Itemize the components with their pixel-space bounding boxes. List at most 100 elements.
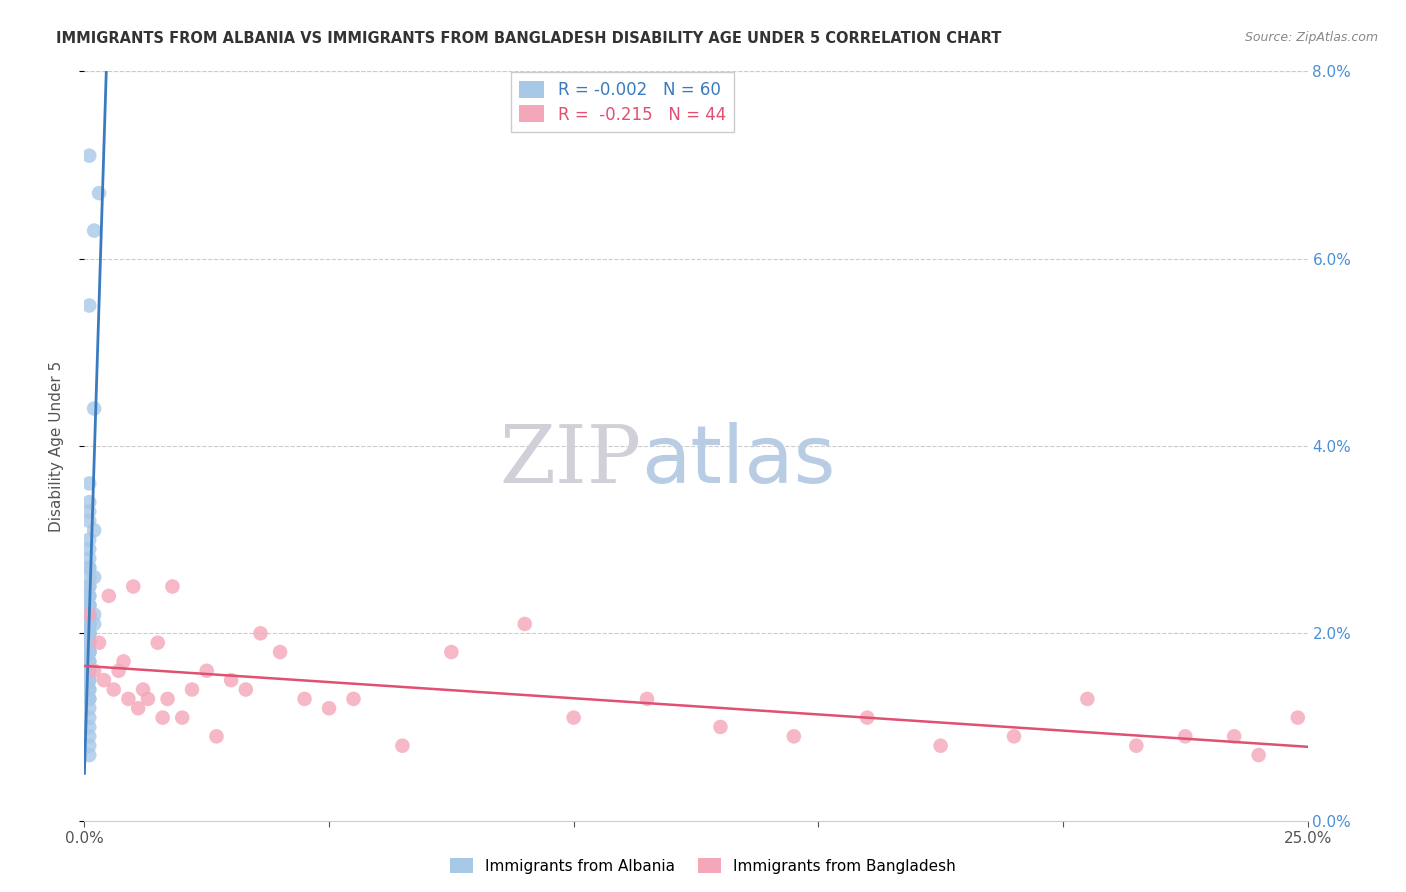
Point — [562, 710, 585, 724]
Point — [77, 720, 100, 734]
Point — [77, 533, 100, 547]
Point — [77, 589, 100, 603]
Point — [77, 607, 100, 622]
Point — [77, 664, 100, 678]
Point — [636, 692, 658, 706]
Point — [205, 730, 228, 744]
Point — [77, 607, 100, 622]
Point — [77, 673, 100, 688]
Point — [77, 739, 100, 753]
Point — [162, 580, 184, 594]
Point — [83, 523, 105, 537]
Point — [77, 148, 100, 162]
Legend: Immigrants from Albania, Immigrants from Bangladesh: Immigrants from Albania, Immigrants from… — [444, 852, 962, 880]
Point — [391, 739, 413, 753]
Point — [77, 664, 100, 678]
Point — [77, 635, 100, 649]
Point — [83, 570, 105, 584]
Point — [77, 682, 100, 697]
Point — [440, 645, 463, 659]
Point — [783, 730, 806, 744]
Point — [929, 739, 952, 753]
Point — [856, 710, 879, 724]
Point — [77, 561, 100, 575]
Point — [77, 692, 100, 706]
Point — [77, 599, 100, 613]
Text: ZIP: ZIP — [499, 422, 641, 500]
Point — [77, 645, 100, 659]
Point — [83, 223, 105, 237]
Point — [77, 626, 100, 640]
Point — [1286, 710, 1309, 724]
Point — [1125, 739, 1147, 753]
Point — [83, 607, 105, 622]
Point — [83, 401, 105, 416]
Point — [1174, 730, 1197, 744]
Point — [83, 664, 105, 678]
Point — [77, 580, 100, 594]
Point — [77, 476, 100, 491]
Point — [97, 589, 120, 603]
Point — [77, 617, 100, 632]
Point — [181, 682, 204, 697]
Point — [77, 645, 100, 659]
Point — [112, 655, 135, 669]
Point — [77, 495, 100, 509]
Point — [77, 298, 100, 313]
Point — [122, 580, 145, 594]
Point — [77, 645, 100, 659]
Point — [77, 561, 100, 575]
Point — [146, 635, 169, 649]
Point — [77, 635, 100, 649]
Point — [77, 692, 100, 706]
Point — [77, 626, 100, 640]
Point — [77, 626, 100, 640]
Point — [77, 541, 100, 557]
Point — [77, 599, 100, 613]
Text: Source: ZipAtlas.com: Source: ZipAtlas.com — [1244, 31, 1378, 45]
Point — [513, 617, 536, 632]
Point — [1076, 692, 1098, 706]
Point — [77, 635, 100, 649]
Point — [342, 692, 364, 706]
Point — [77, 589, 100, 603]
Point — [127, 701, 149, 715]
Point — [709, 720, 731, 734]
Point — [1247, 747, 1270, 762]
Point — [132, 682, 155, 697]
Text: IMMIGRANTS FROM ALBANIA VS IMMIGRANTS FROM BANGLADESH DISABILITY AGE UNDER 5 COR: IMMIGRANTS FROM ALBANIA VS IMMIGRANTS FR… — [56, 31, 1001, 46]
Point — [117, 692, 139, 706]
Point — [77, 626, 100, 640]
Point — [107, 664, 129, 678]
Point — [77, 617, 100, 632]
Point — [235, 682, 257, 697]
Point — [77, 626, 100, 640]
Legend: R = -0.002   N = 60, R =  -0.215   N = 44: R = -0.002 N = 60, R = -0.215 N = 44 — [510, 72, 734, 132]
Y-axis label: Disability Age Under 5: Disability Age Under 5 — [49, 360, 63, 532]
Point — [77, 617, 100, 632]
Point — [136, 692, 159, 706]
Point — [77, 730, 100, 744]
Point — [77, 655, 100, 669]
Point — [156, 692, 179, 706]
Point — [87, 635, 110, 649]
Point — [77, 570, 100, 584]
Point — [93, 673, 115, 688]
Point — [172, 710, 194, 724]
Point — [77, 655, 100, 669]
Point — [152, 710, 174, 724]
Point — [269, 645, 291, 659]
Point — [77, 607, 100, 622]
Point — [1223, 730, 1246, 744]
Point — [83, 617, 105, 632]
Point — [195, 664, 218, 678]
Point — [77, 682, 100, 697]
Point — [77, 710, 100, 724]
Point — [77, 673, 100, 688]
Point — [77, 607, 100, 622]
Point — [318, 701, 340, 715]
Point — [87, 186, 110, 200]
Point — [77, 701, 100, 715]
Point — [77, 747, 100, 762]
Point — [249, 626, 271, 640]
